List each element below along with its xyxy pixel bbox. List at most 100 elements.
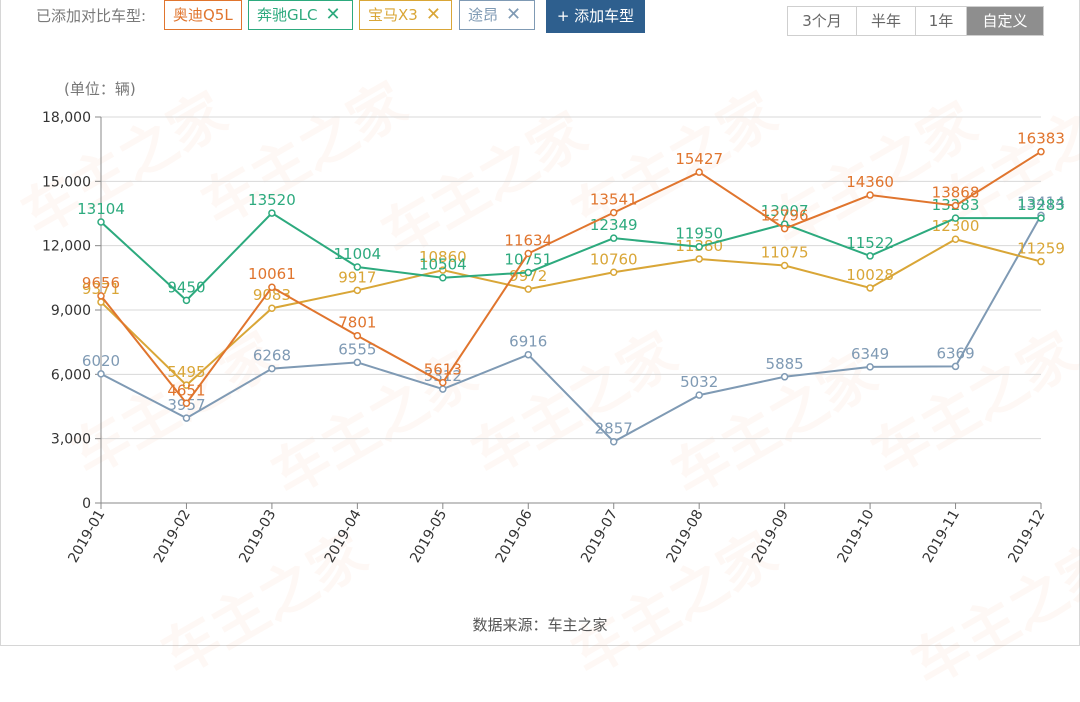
y-tick-label: 6,000 bbox=[51, 367, 91, 383]
data-label: 5312 bbox=[424, 367, 462, 385]
data-label: 9656 bbox=[82, 274, 120, 292]
x-tick-label: 2019-07 bbox=[578, 507, 621, 566]
model-tag-bmw-x3[interactable]: 宝马X3 ✕ bbox=[359, 0, 452, 30]
data-label: 6916 bbox=[509, 333, 547, 351]
model-tag-label: 途昂 bbox=[468, 6, 499, 24]
data-label: 6268 bbox=[253, 347, 291, 365]
data-point bbox=[695, 242, 703, 251]
data-label: 10751 bbox=[504, 250, 552, 268]
x-tick-label: 2019-01 bbox=[65, 507, 108, 566]
data-point bbox=[268, 304, 276, 312]
data-label: 5032 bbox=[680, 373, 718, 391]
data-point bbox=[1037, 214, 1045, 222]
series-奔驰GLC: 13104 9450 13520 11004 10504 10751 12349 11950 1… bbox=[77, 191, 1065, 305]
x-tick-label: 2019-06 bbox=[493, 507, 536, 566]
data-point bbox=[182, 296, 191, 305]
range-half-year[interactable]: 半年 bbox=[856, 7, 915, 35]
data-label: 9450 bbox=[167, 278, 205, 296]
close-icon[interactable]: ✕ bbox=[425, 4, 441, 25]
series-line bbox=[100, 150, 1042, 405]
data-label: 2857 bbox=[595, 420, 633, 438]
y-tick-label: 15,000 bbox=[42, 174, 91, 190]
x-tick-label: 2019-04 bbox=[322, 507, 365, 566]
data-label: 5495 bbox=[167, 363, 205, 381]
model-tag-benz-glc[interactable]: 奔驰GLC ✕ bbox=[248, 0, 353, 30]
range-selector: 3个月 半年 1年 自定义 bbox=[787, 6, 1044, 36]
data-point bbox=[951, 214, 960, 222]
data-point bbox=[439, 385, 447, 393]
series-line bbox=[100, 211, 1041, 302]
data-label: 10061 bbox=[248, 265, 296, 283]
data-point bbox=[609, 234, 618, 242]
data-label: 10860 bbox=[419, 248, 467, 266]
data-point bbox=[609, 208, 618, 217]
y-tick-label: 9,000 bbox=[51, 303, 91, 319]
data-label: 11634 bbox=[504, 232, 552, 250]
data-label: 9371 bbox=[82, 280, 120, 298]
data-point bbox=[97, 292, 105, 300]
data-label: 7801 bbox=[338, 314, 376, 332]
x-tick-label: 2019-03 bbox=[236, 507, 279, 566]
data-point bbox=[353, 263, 362, 271]
range-custom[interactable]: 自定义 bbox=[966, 7, 1043, 35]
model-tag-label: 奥迪Q5L bbox=[173, 6, 233, 24]
data-label: 4651 bbox=[167, 381, 205, 399]
data-point bbox=[97, 370, 105, 378]
data-point bbox=[182, 414, 191, 422]
x-tick-label: 2019-09 bbox=[749, 507, 792, 566]
y-tick-label: 0 bbox=[82, 496, 91, 512]
data-label: 13520 bbox=[248, 191, 296, 209]
data-label: 12300 bbox=[932, 217, 980, 235]
x-tick-label: 2019-12 bbox=[1005, 507, 1048, 566]
data-label: 10504 bbox=[419, 256, 467, 274]
data-label: 10760 bbox=[590, 250, 638, 268]
x-tick-label: 2019-05 bbox=[407, 507, 450, 566]
data-point bbox=[609, 268, 618, 277]
model-tag-teramont[interactable]: 途昂 ✕ bbox=[459, 0, 535, 30]
data-label: 6369 bbox=[936, 344, 974, 362]
close-icon[interactable]: ✕ bbox=[325, 4, 341, 25]
data-label: 11004 bbox=[334, 245, 382, 263]
data-point bbox=[695, 168, 703, 176]
data-point bbox=[695, 391, 703, 399]
data-point bbox=[97, 218, 105, 226]
data-point bbox=[524, 350, 533, 359]
data-label: 9917 bbox=[338, 268, 376, 286]
data-point bbox=[182, 381, 191, 389]
data-point bbox=[353, 286, 362, 295]
data-point bbox=[780, 261, 789, 270]
data-label: 13104 bbox=[77, 200, 125, 218]
sales-line-chart: 0 3,000 6,000 9,000 12,000 15,000 18,000 2019-0… bbox=[42, 110, 1065, 566]
model-tag-label: 宝马X3 bbox=[368, 6, 418, 24]
data-label: 13007 bbox=[761, 202, 809, 220]
range-1-year[interactable]: 1年 bbox=[915, 7, 966, 35]
series-line bbox=[100, 238, 1042, 387]
data-point bbox=[439, 266, 447, 274]
add-model-button[interactable]: + 添加车型 bbox=[546, 0, 645, 33]
data-point bbox=[866, 191, 874, 199]
data-label: 11259 bbox=[1017, 240, 1065, 258]
y-tick-label: 18,000 bbox=[42, 110, 91, 126]
close-icon[interactable]: ✕ bbox=[506, 4, 522, 25]
series-奥迪Q5L: 9656 4651 10061 7801 5613 11634 13541 15427 1279… bbox=[82, 130, 1065, 408]
data-point bbox=[1037, 147, 1045, 156]
top-bar: 已添加对比车型: 奥迪Q5L 奔驰GLC ✕ 宝马X3 ✕ 途昂 ✕ + 添加车型 3… bbox=[0, 0, 1080, 36]
x-tick-label: 2019-11 bbox=[920, 507, 963, 566]
data-point bbox=[866, 363, 874, 371]
series-line bbox=[100, 214, 1042, 443]
data-label: 6555 bbox=[338, 340, 376, 358]
data-point bbox=[780, 373, 789, 381]
data-source-label: 数据来源：车主之家 bbox=[472, 616, 608, 634]
data-label: 13868 bbox=[932, 184, 980, 202]
data-point bbox=[182, 399, 191, 408]
data-point bbox=[609, 437, 618, 446]
data-label: 6349 bbox=[851, 345, 889, 363]
data-point bbox=[524, 268, 533, 277]
series-途昂: 6020395762686555531269162857503258856349… bbox=[82, 193, 1065, 446]
data-label: 13541 bbox=[590, 191, 638, 209]
model-tag-audi-q5l[interactable]: 奥迪Q5L bbox=[164, 0, 242, 30]
data-label: 12796 bbox=[761, 207, 809, 225]
y-tick-label: 3,000 bbox=[51, 432, 91, 448]
range-3-months[interactable]: 3个月 bbox=[788, 7, 856, 35]
data-point bbox=[353, 331, 362, 340]
